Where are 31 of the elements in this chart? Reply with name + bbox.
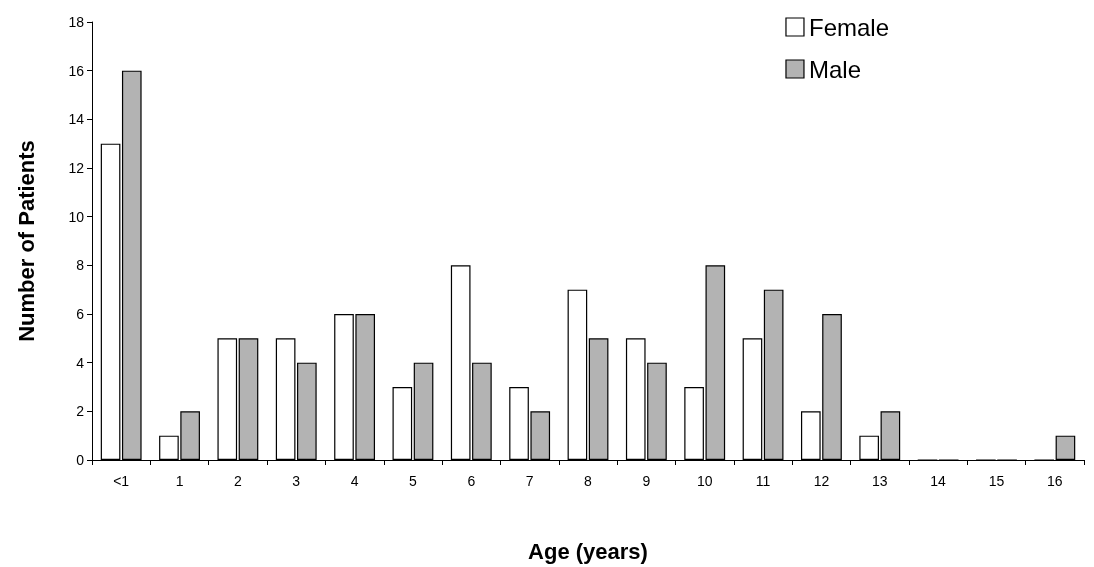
y-tick-label: 4 [76, 354, 85, 371]
y-tick-label: 6 [76, 306, 85, 322]
y-tick-label: 0 [76, 452, 85, 468]
y-tick-label: 8 [76, 257, 85, 274]
y-tick-label: 2 [76, 403, 85, 420]
y-tick-label: 18 [68, 14, 85, 30]
x-tick-label: 11 [755, 473, 771, 489]
legend-label: Male [808, 55, 861, 83]
y-tick-label: 10 [68, 208, 85, 225]
y-tick-label: 16 [68, 62, 85, 79]
x-tick-label: 1 [175, 473, 184, 489]
x-tick-label: 13 [871, 473, 888, 489]
x-axis-title: Age (years) [528, 538, 648, 564]
x-tick-label: 6 [467, 473, 476, 489]
x-tick-label: 3 [292, 473, 301, 489]
x-tick-label: 14 [930, 473, 947, 489]
x-tick-label: 10 [696, 473, 713, 489]
x-tick-label: 7 [525, 473, 534, 489]
x-tick-label: 12 [813, 473, 830, 489]
x-tick-label: 2 [233, 473, 242, 489]
y-axis-title: Number of Patients [13, 140, 39, 342]
legend-label: Female [808, 13, 889, 41]
x-tick-label: 16 [1047, 473, 1063, 489]
x-tick-label: 5 [409, 473, 418, 489]
y-tick-label: 12 [68, 160, 85, 176]
x-tick-label: 4 [350, 473, 359, 489]
x-tick-label: <1 [113, 473, 130, 489]
x-tick-label: 8 [584, 473, 593, 489]
y-tick-label: 14 [68, 111, 85, 128]
x-tick-label: 9 [642, 473, 651, 489]
x-tick-label: 15 [988, 473, 1005, 489]
